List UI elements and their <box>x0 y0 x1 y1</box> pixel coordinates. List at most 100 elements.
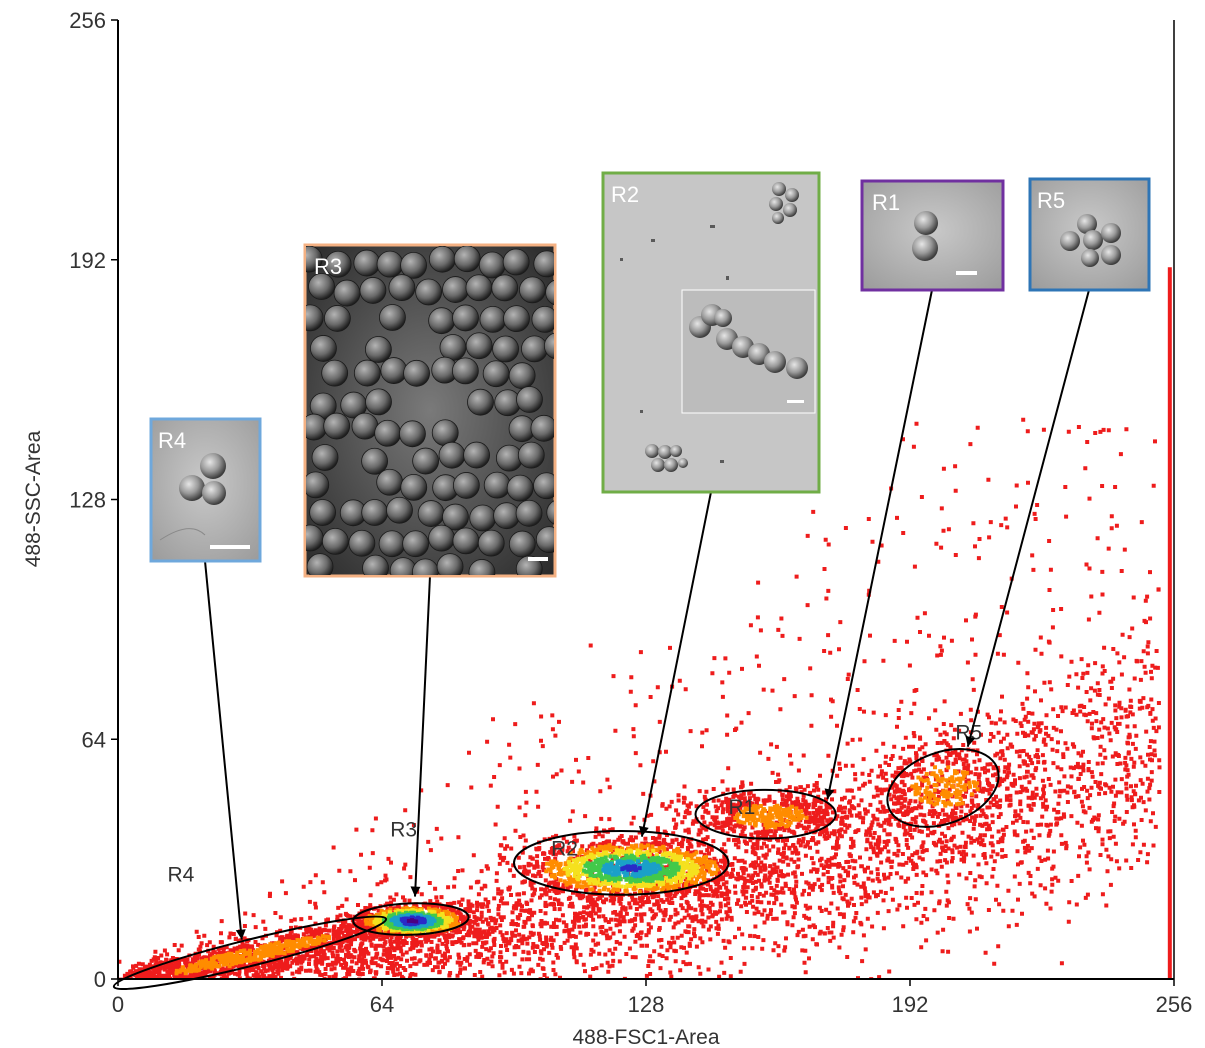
micro-bead <box>412 447 440 475</box>
micro-bead <box>521 335 548 363</box>
gate-label-r1: R1 <box>729 796 756 819</box>
micro-bead <box>388 274 416 302</box>
density-core <box>118 716 1039 979</box>
density-dots <box>128 417 1162 979</box>
micro-bead <box>431 419 459 447</box>
density-level <box>381 853 681 932</box>
inset-r4-label: R4 <box>158 428 186 453</box>
micro-bead <box>508 362 536 390</box>
micro-bead <box>361 447 388 475</box>
micro-bead <box>439 334 467 361</box>
micro-bead <box>545 279 554 306</box>
micro-bead <box>438 441 466 469</box>
micro-bead <box>479 306 507 333</box>
micro-bead <box>531 305 554 333</box>
micro-bead <box>519 276 546 304</box>
density-level <box>399 864 642 927</box>
x-tick-label: 64 <box>370 992 394 1017</box>
micro-bead <box>463 441 490 469</box>
y-tick-label: 192 <box>69 248 106 273</box>
inset-r2: R2 <box>601 171 821 494</box>
micro-bead <box>400 473 428 501</box>
micro-bead <box>309 499 337 526</box>
micro-bead <box>361 499 389 526</box>
micro-bead <box>535 526 554 554</box>
micro-bead <box>428 307 456 335</box>
micro-bead <box>506 474 534 502</box>
micro-bead <box>468 559 496 575</box>
inset-r5-label: R5 <box>1037 188 1065 213</box>
micro-bead <box>399 420 426 448</box>
micro-bead <box>469 504 497 532</box>
micro-bead <box>323 305 351 332</box>
micro-bead <box>400 251 427 279</box>
gate-r1 <box>694 788 837 840</box>
micro-bead <box>308 273 335 300</box>
arrowhead-r1 <box>824 788 835 800</box>
edge-column <box>1167 267 1172 979</box>
inset-r4: R4 <box>149 417 262 563</box>
micro-bead <box>321 359 349 387</box>
micro-bead <box>428 246 456 273</box>
micro-bead <box>386 496 413 524</box>
micro-bead <box>543 332 554 359</box>
micro-bead <box>465 274 493 302</box>
x-tick-label: 192 <box>892 992 929 1017</box>
x-tick-label: 0 <box>112 992 124 1017</box>
inset-r1: R1 <box>860 179 1005 292</box>
micro-bead <box>533 250 554 278</box>
y-tick-label: 0 <box>94 967 106 992</box>
arrowhead-r4 <box>235 929 246 940</box>
y-axis-label: 488-SSC-Area <box>22 430 45 567</box>
micro-bead <box>465 332 493 360</box>
gate-label-r4: R4 <box>168 864 195 887</box>
y-tick-label: 64 <box>82 727 106 752</box>
arrowhead-r3 <box>410 886 421 897</box>
micro-bead <box>365 388 392 416</box>
density-level <box>118 716 1039 979</box>
micro-bead <box>492 335 519 363</box>
arrow-r2 <box>640 491 712 837</box>
micro-bead <box>306 246 323 273</box>
micro-bead <box>483 471 511 499</box>
micro-bead <box>428 524 455 552</box>
micro-bead <box>380 357 408 384</box>
micro-bead <box>310 335 337 362</box>
micro-bead <box>517 441 545 469</box>
micro-bead <box>482 360 510 388</box>
arrow-r5 <box>966 289 1090 747</box>
micro-bead <box>323 412 351 440</box>
micro-bead <box>442 503 469 531</box>
micro-bead <box>533 472 554 500</box>
micro-bead <box>530 414 554 442</box>
y-tick-label: 256 <box>69 8 106 33</box>
density-level <box>372 848 700 935</box>
arrow-r3 <box>414 575 431 897</box>
gate-r3 <box>352 902 470 936</box>
micro-bead <box>379 304 406 331</box>
gate-label-r5: R5 <box>955 721 982 744</box>
micro-bead <box>502 248 530 276</box>
micro-bead <box>491 274 519 302</box>
micro-bead <box>546 500 554 525</box>
micro-bead <box>353 249 381 277</box>
y-axis-ticks: 0 64 128 192 256 <box>69 8 118 992</box>
micro-bead <box>417 500 445 527</box>
micro-bead <box>324 250 352 278</box>
density-level <box>406 918 419 924</box>
micro-bead <box>306 553 334 575</box>
micro-bead <box>364 336 392 363</box>
arrowhead-r2 <box>638 825 649 837</box>
micro-bead <box>348 529 376 557</box>
arrowhead-r5 <box>965 735 976 747</box>
arrows <box>204 289 1090 940</box>
micro-bead <box>374 419 402 447</box>
micro-bead <box>442 276 469 303</box>
micro-bead <box>353 359 381 387</box>
micro-bead <box>477 529 505 557</box>
inset-r1-label: R1 <box>872 190 900 215</box>
micro-bead <box>452 304 479 332</box>
inset-r2-label: R2 <box>611 182 639 207</box>
micro-bead <box>376 250 404 278</box>
micro-bead <box>452 472 480 499</box>
